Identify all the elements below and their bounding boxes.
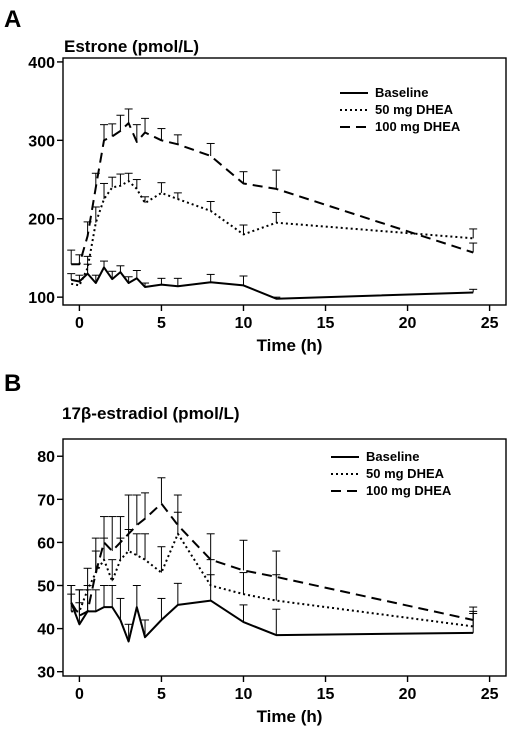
y-tick-label: 400 — [28, 55, 55, 72]
x-tick-label: 5 — [157, 686, 166, 703]
x-tick-label: 15 — [317, 315, 335, 332]
y-tick-label: 200 — [28, 212, 55, 229]
y-axis-label: 17β-estradiol (pmol/L) — [62, 404, 240, 423]
series-line — [71, 266, 474, 300]
legend: Baseline 50 mg DHEA 100 mg DHEA — [340, 85, 461, 134]
y-axis-label: Estrone (pmol/L) — [64, 37, 199, 56]
legend: Baseline 50 mg DHEA 100 mg DHEA — [331, 449, 452, 498]
y-tick-label: 80 — [37, 449, 55, 466]
x-tick-label: 0 — [75, 315, 84, 332]
series-line — [70, 502, 474, 621]
x-tick-label: 10 — [235, 315, 253, 332]
y-tick-label: 60 — [37, 535, 55, 552]
series-line — [71, 122, 474, 266]
y-tick-label: 100 — [28, 290, 55, 307]
x-tick-label: 10 — [235, 686, 253, 703]
y-tick-label: 70 — [37, 492, 55, 509]
series-dashed — [67, 477, 478, 621]
legend-label: 100 mg DHEA — [375, 119, 461, 134]
x-tick-label: 15 — [317, 686, 335, 703]
y-tick-label: 50 — [37, 579, 55, 596]
series-line — [71, 532, 474, 628]
legend-label: Baseline — [375, 85, 428, 100]
series-line — [71, 180, 474, 287]
plot-frame — [62, 438, 507, 677]
series-line — [70, 599, 474, 643]
x-tick-label: 25 — [481, 315, 499, 332]
x-axis-label: Time (h) — [257, 707, 323, 726]
y-tick-label: 40 — [37, 622, 55, 639]
x-tick-label: 5 — [157, 315, 166, 332]
panel-letter: B — [4, 370, 21, 397]
y-tick-label: 30 — [37, 665, 55, 682]
legend-label: Baseline — [366, 449, 419, 464]
y-tick-label: 300 — [28, 133, 55, 150]
legend-label: 100 mg DHEA — [366, 483, 452, 498]
series-solid — [67, 574, 478, 643]
x-tick-label: 0 — [75, 686, 84, 703]
plot-frame — [62, 57, 507, 306]
x-axis-label: Time (h) — [257, 336, 323, 355]
series-dashed — [67, 108, 478, 266]
chart-panel-a: A Estrone (pmol/L) 100 200 300 400 0 5 10 15 20 25 T… — [4, 6, 507, 355]
series-dotted — [71, 172, 478, 287]
chart-panel-b: B 17β-estradiol (pmol/L) 30 40 50 60 70 80 0 5 10 1… — [4, 370, 507, 726]
legend-label: 50 mg DHEA — [375, 102, 454, 117]
series-solid — [67, 260, 478, 300]
panel-letter: A — [4, 6, 21, 33]
x-tick-label: 20 — [399, 686, 417, 703]
x-tick-label: 20 — [399, 315, 417, 332]
x-tick-label: 25 — [481, 686, 499, 703]
legend-label: 50 mg DHEA — [366, 466, 445, 481]
